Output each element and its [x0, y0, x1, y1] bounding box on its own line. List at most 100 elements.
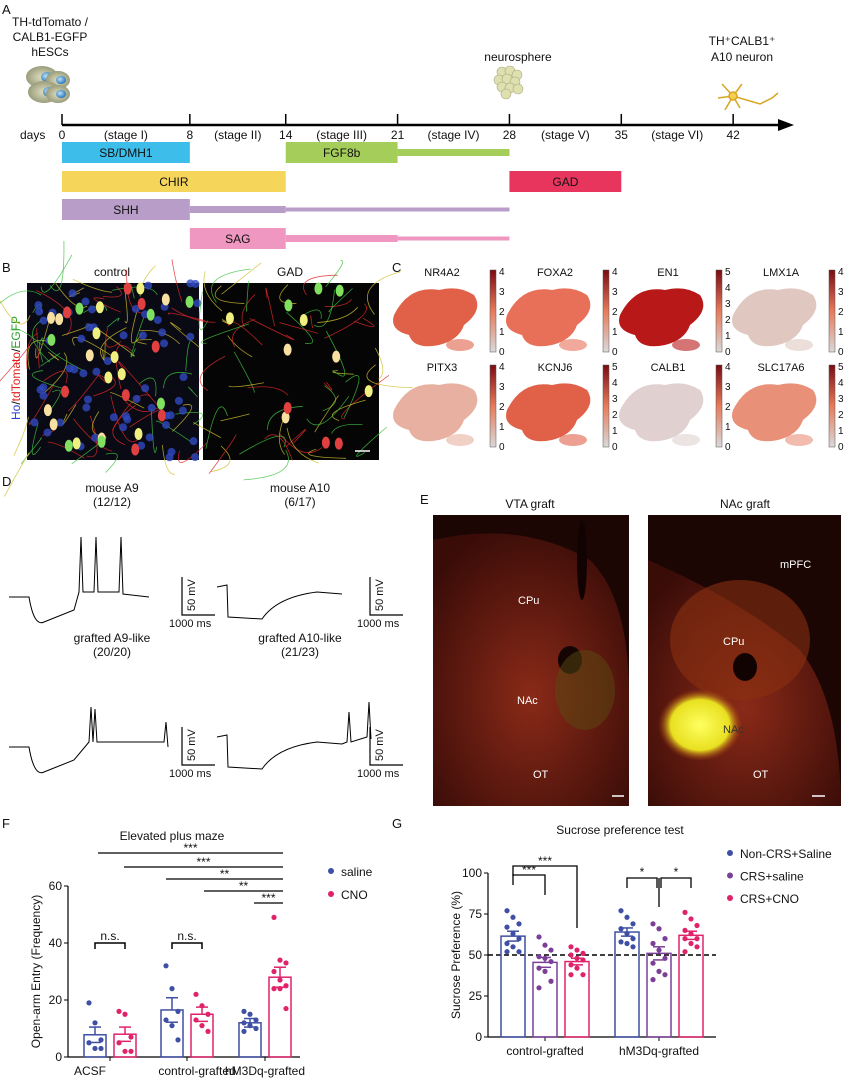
scale-tick: 1 — [612, 426, 618, 437]
data-point — [510, 944, 516, 950]
data-point — [656, 968, 662, 975]
data-point — [504, 949, 510, 955]
data-point — [650, 940, 656, 947]
tsne-plot — [393, 383, 478, 442]
legend-label: saline — [341, 865, 373, 879]
data-point — [694, 922, 700, 929]
data-point — [283, 1005, 289, 1012]
category-label: control-grafted — [506, 1044, 583, 1058]
bar — [160, 1009, 184, 1058]
data-point — [253, 1017, 259, 1023]
data-point — [277, 977, 283, 983]
data-point — [630, 944, 636, 950]
y-tick-label: 50 — [469, 948, 483, 962]
data-point — [504, 924, 510, 930]
gene-name: NR4A2 — [424, 267, 459, 279]
data-point — [536, 965, 542, 971]
data-point — [682, 949, 688, 955]
neuron-label-1: TH⁺CALB1⁺ — [709, 34, 776, 48]
color-scale — [602, 364, 610, 448]
scale-tick: 0 — [838, 442, 844, 453]
data-point — [630, 936, 636, 942]
significance-bracket — [660, 877, 692, 888]
data-point — [122, 1011, 128, 1017]
scale-tick: 4 — [499, 267, 505, 278]
gene-name: SLC17A6 — [757, 362, 804, 374]
data-point — [688, 940, 694, 947]
panel-c-tsne-grid: NR4A2 0 1 2 3 4 FOXA2 0 1 2 3 4 EN1 0 1 2 3 4 5 LMX1A 0 1 2 3 4 P… — [393, 267, 844, 453]
voltage-trace — [216, 584, 343, 620]
scale-time: 1000 ms — [357, 618, 400, 630]
data-point — [163, 963, 169, 969]
scale-voltage: 50 mV — [374, 729, 386, 761]
scale-tick: 4 — [725, 283, 731, 294]
scale-tick: 3 — [838, 287, 844, 298]
data-point — [271, 986, 277, 992]
tsne-plot — [732, 288, 817, 347]
data-point — [568, 972, 574, 978]
data-point — [662, 955, 668, 961]
scale-tick: 0 — [725, 347, 731, 358]
data-point — [548, 947, 554, 953]
scale-tick: 0 — [499, 442, 505, 453]
data-point — [688, 916, 694, 922]
stage-label: (stage V) — [541, 128, 590, 142]
color-scale — [715, 364, 723, 448]
data-point — [86, 1000, 92, 1006]
data-point — [568, 962, 574, 968]
day-label: 42 — [726, 128, 740, 142]
data-point — [542, 955, 548, 961]
scale-tick: 3 — [612, 287, 618, 298]
significance-bracket — [512, 865, 578, 928]
day-label: 28 — [503, 128, 517, 142]
vta-graft-title: VTA graft — [505, 497, 555, 511]
scale-voltage: 50 mV — [186, 729, 198, 761]
data-point — [122, 1048, 128, 1054]
factor-label: SB/DMH1 — [99, 146, 153, 160]
data-point — [92, 1020, 98, 1026]
category-label: hM3Dq-grafted — [225, 1064, 305, 1078]
trace-title: grafted A9-like — [74, 631, 151, 645]
data-point — [650, 921, 656, 927]
bar — [646, 952, 672, 1038]
category-label: hM3Dq-grafted — [619, 1044, 699, 1058]
scale-time: 1000 ms — [357, 768, 400, 780]
factor-bar — [62, 171, 286, 192]
region-label: CPu — [518, 595, 539, 607]
data-point — [199, 1023, 205, 1029]
data-point — [271, 914, 277, 920]
gene-name: PITX3 — [427, 362, 458, 374]
scale-tick: 3 — [499, 287, 505, 298]
data-point — [98, 1045, 104, 1052]
data-point — [548, 958, 554, 965]
scale-tick: 1 — [612, 327, 618, 338]
region-label: OT — [533, 769, 549, 781]
gene-name: CALB1 — [651, 362, 686, 374]
data-point — [624, 931, 630, 937]
control-image-title: control — [94, 265, 130, 279]
scale-tick: 3 — [725, 299, 731, 310]
scale-tick: 3 — [499, 382, 505, 393]
data-point — [662, 936, 668, 942]
data-point — [548, 978, 554, 984]
trace-count: (21/23) — [281, 645, 319, 659]
gene-name: EN1 — [657, 267, 678, 279]
data-point — [510, 931, 516, 937]
scale-tick: 2 — [838, 410, 844, 421]
data-point — [618, 908, 624, 914]
data-point — [277, 986, 283, 992]
scale-tick: 4 — [838, 378, 844, 389]
day-label: 0 — [59, 128, 66, 142]
trace-count: (6/17) — [284, 495, 315, 509]
sucrose-preference-chart: Sucrose preference test Sucrose Preferenc… — [449, 823, 832, 1058]
chart-title: Sucrose preference test — [556, 823, 684, 837]
tsne-plot — [393, 288, 478, 347]
bar — [678, 934, 704, 1038]
data-point — [656, 947, 662, 953]
significance-label: *** — [196, 855, 210, 869]
scale-voltage: 50 mV — [186, 579, 198, 611]
scale-time: 1000 ms — [169, 618, 212, 630]
voltage-trace — [216, 701, 372, 770]
color-scale — [489, 364, 497, 448]
y-tick-label: 40 — [49, 936, 63, 950]
